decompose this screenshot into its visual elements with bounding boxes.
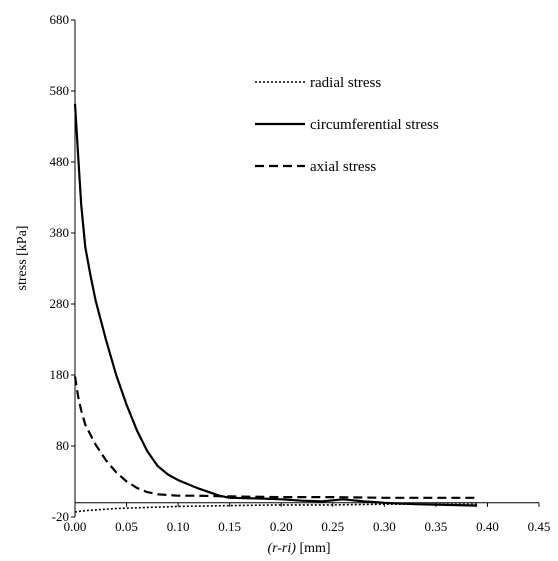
x-tick-label: 0.25 — [321, 519, 344, 534]
x-tick-label: 0.15 — [218, 519, 241, 534]
y-tick-label: 580 — [50, 83, 70, 98]
y-tick-label: -20 — [52, 509, 69, 524]
series-layer — [73, 103, 478, 513]
y-tick-label: 380 — [50, 225, 70, 240]
y-axis-title: stress [kPa] — [15, 226, 30, 291]
legend-label: circumferential stress — [310, 117, 439, 133]
y-tick-label: 280 — [50, 296, 70, 311]
y-tick-label: 480 — [50, 154, 70, 169]
x-axis-title-unit: [mm] — [296, 541, 331, 556]
x-axis-title: (r-ri) [mm] — [267, 541, 330, 556]
legend: radial stress circumferential stress axial… — [255, 75, 439, 175]
series-line-axial-stress — [73, 376, 478, 499]
series-line-radial-stress — [74, 503, 478, 513]
y-tick-label: 680 — [50, 12, 70, 27]
y-tick-label: 80 — [56, 438, 69, 453]
x-tick-label: 0.45 — [528, 519, 551, 534]
y-tick-label: 180 — [50, 367, 70, 382]
axes: -20 80 180 280 380 480 580 680 0.00 0.05 0.10 0.15 0… — [50, 12, 551, 534]
x-tick-label: 0.05 — [115, 519, 138, 534]
legend-label: radial stress — [310, 75, 381, 91]
legend-label: axial stress — [310, 159, 376, 175]
x-axis-title-italic: (r-ri) — [267, 541, 296, 556]
series-line-circumferential-stress — [73, 103, 478, 507]
x-tick-label: 0.10 — [167, 519, 190, 534]
x-tick-label: 0.35 — [425, 519, 448, 534]
x-tick-label: 0.30 — [373, 519, 396, 534]
x-tick-label: 0.40 — [476, 519, 499, 534]
x-tick-label: 0.20 — [270, 519, 293, 534]
x-tick-label: 0.00 — [64, 519, 87, 534]
